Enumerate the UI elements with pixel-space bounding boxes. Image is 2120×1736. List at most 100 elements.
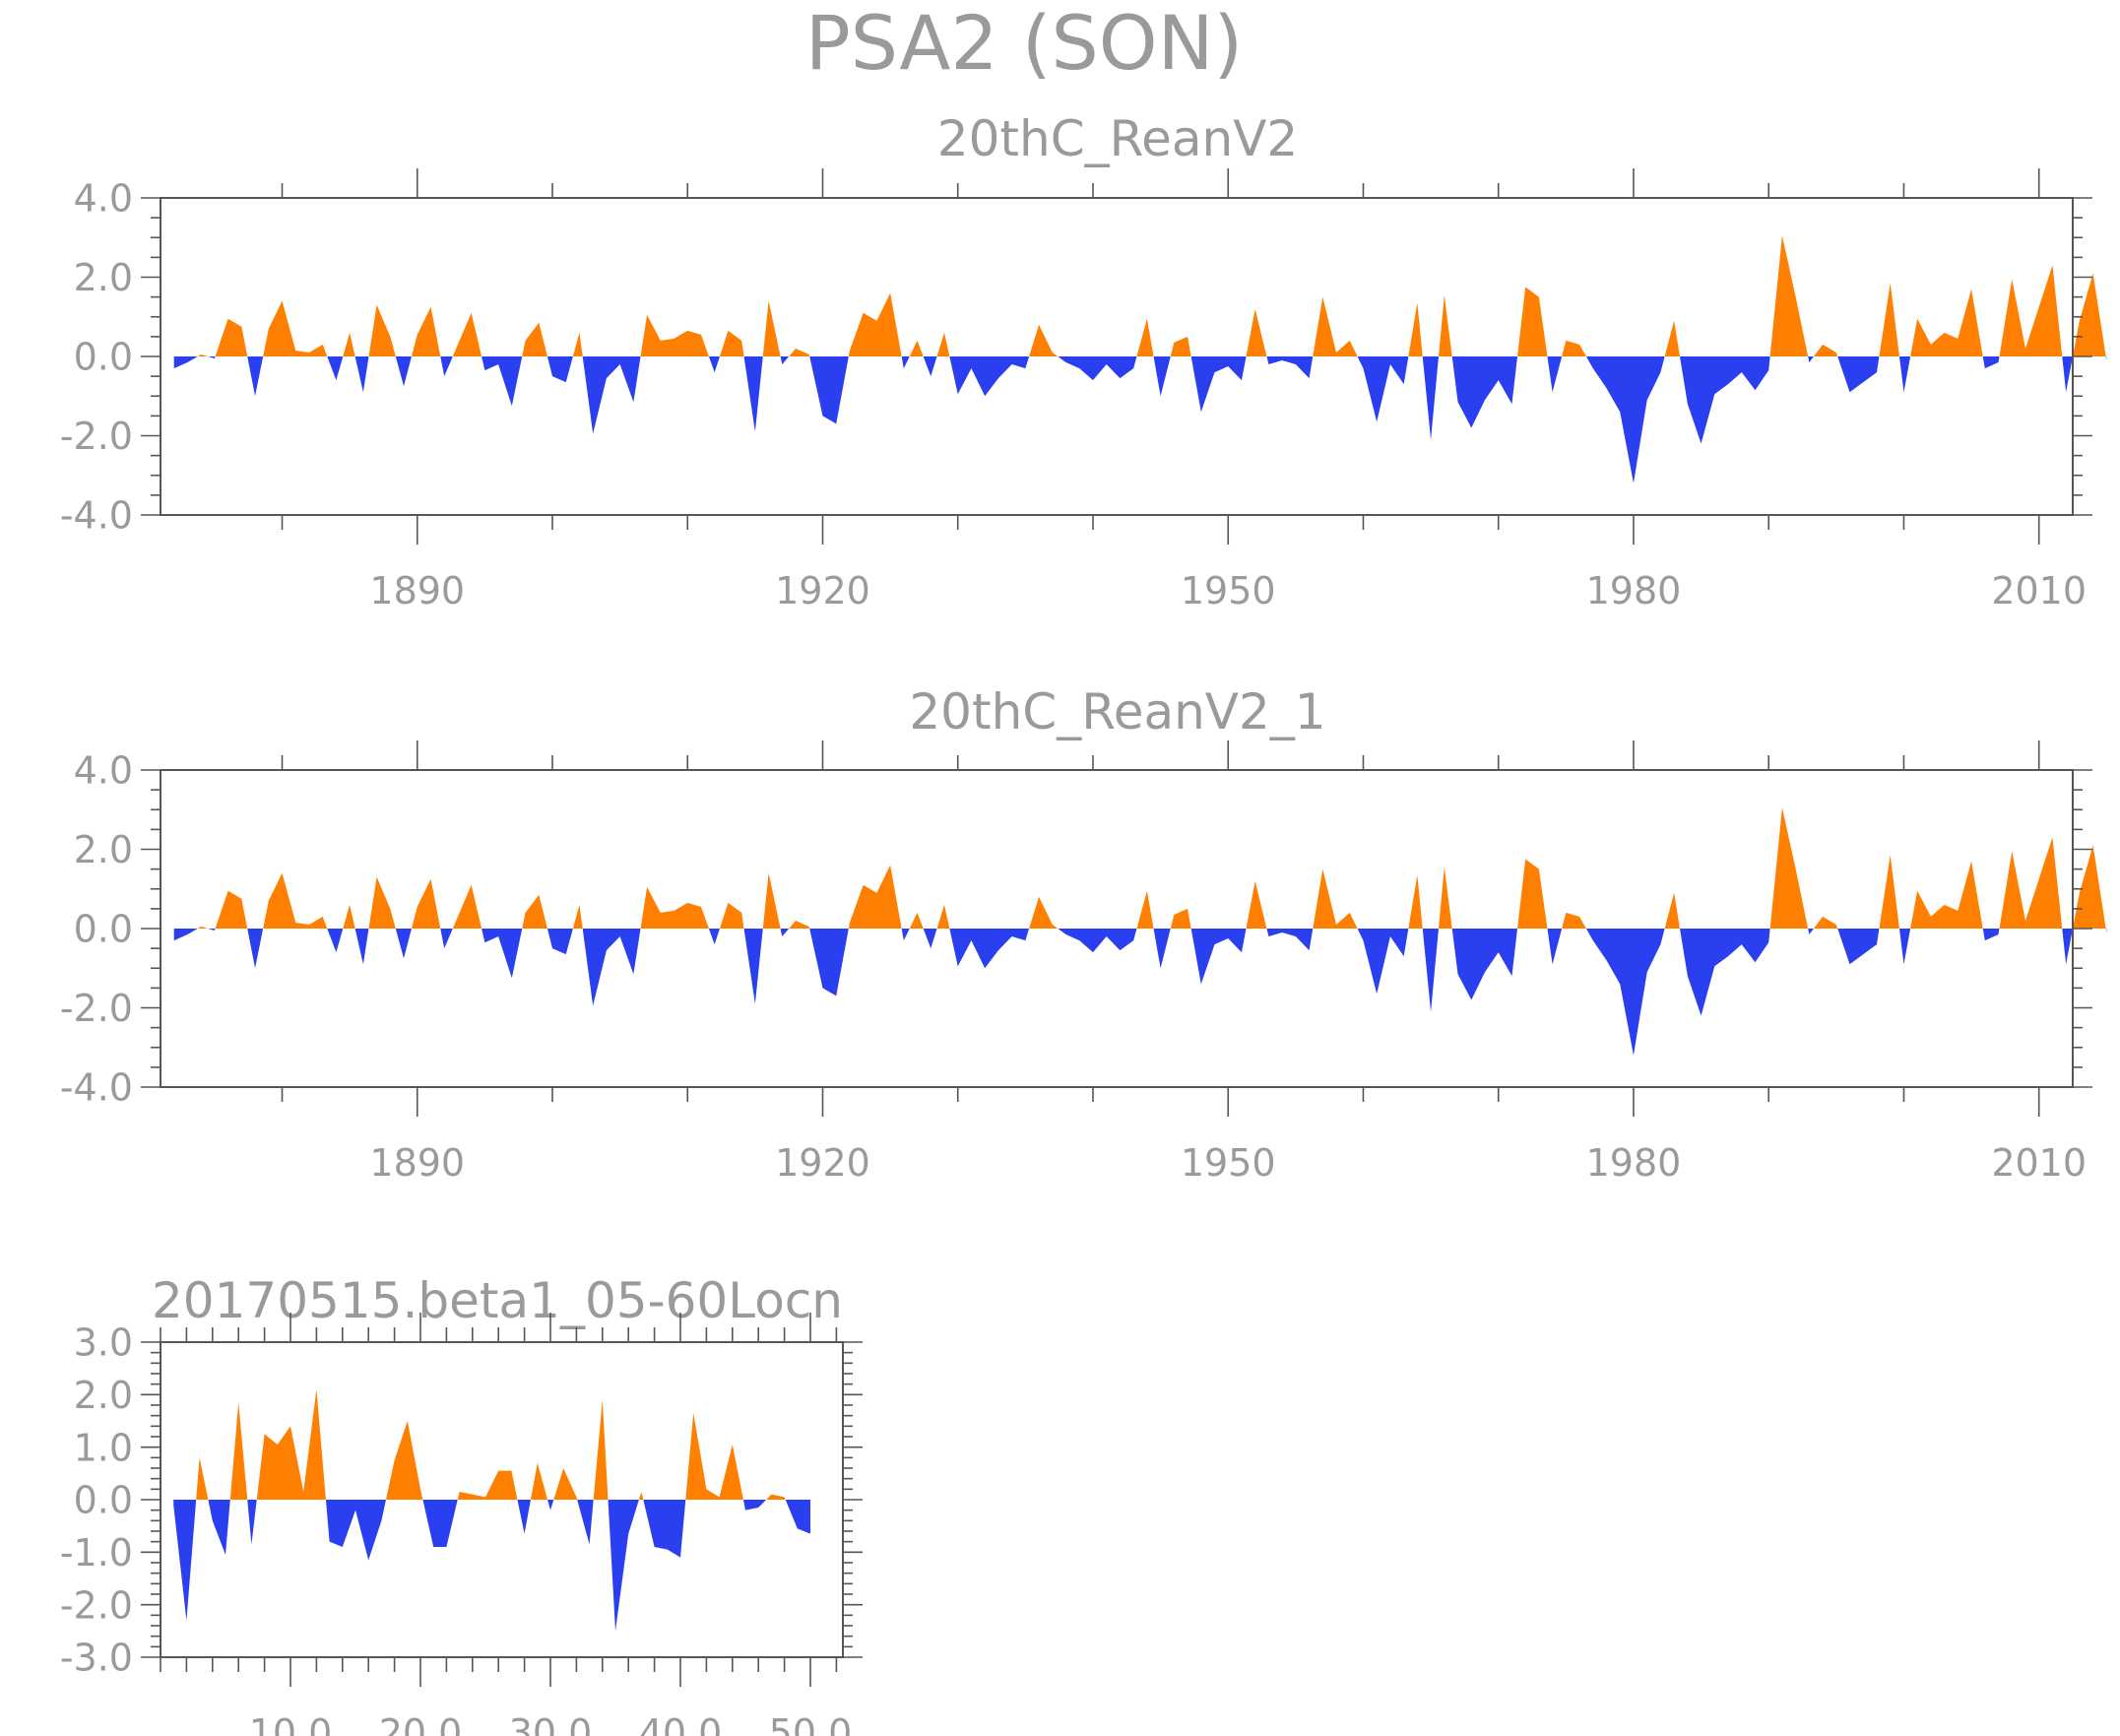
negative-area <box>901 356 910 369</box>
y-tick-label: -2.0 <box>60 987 133 1030</box>
positive-area <box>452 312 482 356</box>
y-tick-label: -2.0 <box>60 1583 133 1627</box>
x-tick-label: 1980 <box>1586 1141 1682 1185</box>
positive-area <box>1664 320 1681 356</box>
negative-area <box>354 356 369 393</box>
y-tick-label: -2.0 <box>60 415 133 458</box>
positive-area <box>229 1402 248 1500</box>
y-tick-label: 2.0 <box>74 256 133 299</box>
positive-area <box>522 322 547 356</box>
negative-area <box>1422 929 1439 1012</box>
positive-area <box>572 332 583 356</box>
positive-area <box>936 904 950 929</box>
negative-area <box>780 356 790 365</box>
x-tick-label: 1890 <box>369 1141 465 1185</box>
negative-area <box>809 929 849 997</box>
negative-area <box>1266 356 1314 379</box>
positive-area <box>640 314 709 356</box>
positive-area <box>197 926 209 929</box>
chart-panel-20thc-reanv2: 20thC_ReanV2 -4.0 -2.0 0.0 2.0 4.0 1890 1920 19… <box>60 110 2107 612</box>
positive-area <box>457 1470 518 1500</box>
negative-area <box>743 929 763 1004</box>
positive-area <box>909 912 924 929</box>
y-tick-label: 0.0 <box>74 336 133 379</box>
x-tick-label: 2010 <box>1991 569 2087 612</box>
negative-area <box>1837 356 1880 393</box>
negative-area <box>1058 929 1137 953</box>
positive-area <box>762 872 781 929</box>
positive-area <box>385 1421 423 1500</box>
negative-area <box>173 1500 197 1621</box>
positive-area <box>1664 892 1681 929</box>
chart-title: 20170515.beta1_05-60Locn <box>152 1272 843 1329</box>
negative-area <box>173 356 198 369</box>
negative-area <box>1982 929 2000 941</box>
negative-area <box>1837 929 1880 965</box>
negative-area <box>1153 929 1171 969</box>
positive-area <box>1562 340 1586 356</box>
negative-area <box>785 1500 810 1534</box>
negative-area <box>395 929 412 959</box>
negative-area <box>1585 929 1665 1056</box>
negative-area <box>1266 929 1314 951</box>
positive-area <box>848 865 902 929</box>
negative-area <box>2105 929 2107 933</box>
positive-area <box>1136 318 1154 356</box>
positive-area <box>638 1492 644 1500</box>
positive-area <box>1029 896 1059 929</box>
positive-area <box>522 894 547 929</box>
negative-area <box>173 929 198 941</box>
positive-area <box>1438 294 1452 356</box>
negative-area <box>577 1500 594 1545</box>
positive-area <box>1438 867 1452 929</box>
negative-area <box>1058 356 1137 381</box>
positive-area <box>789 348 810 356</box>
positive-area <box>368 304 396 356</box>
negative-area <box>327 929 344 953</box>
negative-area <box>247 356 264 397</box>
positive-area <box>789 920 810 929</box>
positive-area <box>1910 289 1983 356</box>
y-tick-label: 4.0 <box>74 177 133 221</box>
positive-area <box>1170 908 1191 929</box>
positive-area <box>766 1494 786 1500</box>
positive-area <box>848 292 902 356</box>
positive-area <box>1999 265 2063 356</box>
negative-area <box>1190 356 1247 413</box>
positive-area <box>1408 874 1423 929</box>
chart-panel-20170515-beta1: 20170515.beta1_05-60Locn -3.0 -2.0 -1.0 0.0… <box>60 1272 863 1736</box>
negative-area <box>1547 929 1563 965</box>
y-tick-label: 0.0 <box>74 1479 133 1522</box>
negative-area <box>1357 356 1409 422</box>
negative-area <box>708 929 720 945</box>
negative-area <box>1153 356 1171 397</box>
x-tick-label: 1980 <box>1586 569 1682 612</box>
negative-area <box>547 1500 554 1511</box>
x-tick-label: 1920 <box>775 1141 870 1185</box>
positive-area <box>1313 868 1358 929</box>
negative-area <box>2062 356 2073 393</box>
x-tick-label: 30.0 <box>509 1711 593 1736</box>
positive-area <box>593 1399 609 1500</box>
negative-area <box>546 929 573 955</box>
negative-area <box>517 1500 531 1534</box>
positive-area <box>1999 837 2063 929</box>
negative-area <box>923 929 937 949</box>
positive-area <box>1769 235 1809 356</box>
negative-area <box>743 356 763 432</box>
negative-area <box>1898 356 1911 393</box>
negative-area <box>1680 356 1770 444</box>
positive-area <box>1517 859 1548 929</box>
negative-area <box>247 1500 257 1545</box>
negative-area <box>422 1500 458 1547</box>
positive-area <box>1879 283 1899 356</box>
y-tick-label: 1.0 <box>74 1426 133 1469</box>
x-tick-label: 1950 <box>1181 569 1276 612</box>
negative-area <box>440 356 453 377</box>
positive-area <box>553 1468 578 1500</box>
negative-area <box>949 929 1030 969</box>
negative-area <box>1451 356 1518 428</box>
negative-area <box>643 1500 686 1558</box>
positive-area <box>263 300 328 356</box>
